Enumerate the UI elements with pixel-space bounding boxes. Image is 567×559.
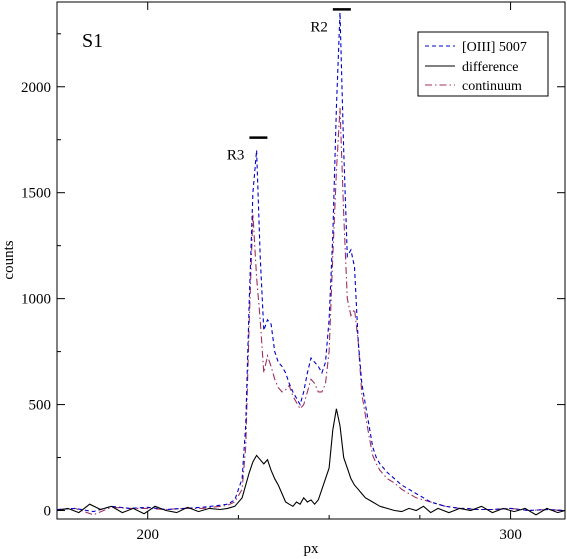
- legend: [OIII] 5007 difference continuum: [417, 31, 549, 97]
- axis-ticks: 0 500 1000 1500 2000 200 300: [21, 2, 565, 543]
- legend-label-continuum: continuum: [462, 79, 522, 94]
- series-line--oiii-5007: [56, 12, 566, 513]
- plot-frame: [56, 1, 566, 520]
- series-line-continuum: [56, 107, 566, 516]
- y-tick-label-1000: 1000: [21, 292, 51, 308]
- y-axis-title: counts: [1, 240, 17, 279]
- x-axis-title: px: [304, 541, 320, 557]
- y-tick-label-1500: 1500: [21, 186, 51, 202]
- annotation-layer: R3 R2: [227, 8, 351, 164]
- legend-label-difference: difference: [462, 60, 518, 75]
- y-tick-label-500: 500: [29, 398, 52, 414]
- panel-label: S1: [82, 30, 103, 52]
- series-line-difference: [56, 408, 566, 516]
- y-tick-label-2000: 2000: [21, 80, 51, 96]
- y-tick-label-0: 0: [44, 504, 52, 520]
- x-tick-label-200: 200: [136, 527, 159, 543]
- annotation-label-r2: R2: [310, 19, 328, 35]
- legend-label-oiii: [OIII] 5007: [462, 40, 527, 55]
- annotation-label-r3: R3: [227, 148, 245, 164]
- x-tick-label-300: 300: [499, 527, 522, 543]
- series-layer: [56, 12, 566, 516]
